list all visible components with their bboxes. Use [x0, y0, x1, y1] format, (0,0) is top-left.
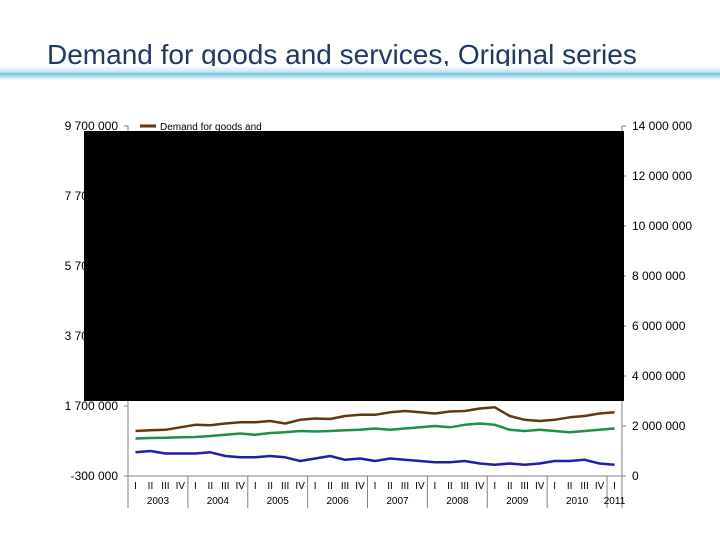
right-tick-label: 10 000 000	[632, 219, 692, 233]
series-line	[135, 406, 615, 433]
x-quarter-label: III	[341, 481, 349, 492]
x-year-label: 2009	[506, 496, 529, 507]
x-quarter-label: IV	[236, 481, 246, 492]
x-quarter-label: III	[580, 481, 588, 492]
x-year-label: 2010	[566, 496, 589, 507]
left-tick-label: 9 700 000	[65, 119, 119, 133]
x-quarter-label: I	[254, 481, 257, 492]
x-quarter-label: I	[134, 481, 137, 492]
x-quarter-label: III	[281, 481, 289, 492]
x-quarter-label: II	[507, 481, 513, 492]
x-quarter-label: II	[567, 481, 573, 492]
chart-occlusion	[84, 131, 624, 401]
left-tick-label: 1 700 000	[65, 399, 119, 413]
x-year-label: 2007	[386, 496, 409, 507]
x-quarter-label: III	[401, 481, 409, 492]
x-quarter-label: IV	[176, 481, 186, 492]
page-title: Demand for goods and services, Original …	[47, 39, 637, 70]
x-year-label: 2011	[604, 496, 626, 507]
left-tick-label: -300 000	[71, 469, 119, 483]
x-quarter-label: IV	[475, 481, 485, 492]
x-quarter-label: II	[267, 481, 273, 492]
x-quarter-label: II	[447, 481, 453, 492]
x-quarter-label: IV	[535, 481, 545, 492]
right-tick-label: 4 000 000	[632, 369, 686, 383]
right-tick-label: 0	[632, 469, 639, 483]
x-quarter-label: IV	[595, 481, 605, 492]
x-quarter-label: I	[613, 481, 616, 492]
x-quarter-label: II	[148, 481, 154, 492]
x-axis: I II III IV I II III IV I II III IV I II III IV I II III IV…	[127, 475, 626, 508]
x-quarter-label: IV	[295, 481, 305, 492]
x-quarter-label: III	[521, 481, 529, 492]
x-quarter-label: I	[493, 481, 496, 492]
legend: Demand for goods and	[140, 122, 262, 133]
x-quarter-label: III	[461, 481, 469, 492]
right-tick-label: 8 000 000	[632, 269, 686, 283]
x-year-label: 2003	[147, 496, 170, 507]
x-quarter-label: I	[194, 481, 197, 492]
x-year-label: 2005	[267, 496, 290, 507]
right-tick-label: 6 000 000	[632, 319, 686, 333]
right-tick-label: 14 000 000	[632, 119, 692, 133]
x-quarter-label: III	[221, 481, 229, 492]
x-year-label: 2004	[207, 496, 230, 507]
title-rule	[0, 66, 720, 80]
series-line	[135, 449, 615, 467]
x-quarter-label: IV	[355, 481, 365, 492]
right-axis: 0 2 000 000 4 000 000 6 000 000 8 000 000 10 …	[621, 119, 692, 483]
x-quarter-label: I	[553, 481, 556, 492]
x-quarter-label: I	[374, 481, 377, 492]
series-layer	[135, 406, 615, 467]
x-quarter-label: III	[161, 481, 169, 492]
legend-label: Demand for goods and	[160, 122, 262, 133]
x-quarter-label: I	[314, 481, 317, 492]
right-tick-label: 2 000 000	[632, 419, 686, 433]
x-quarter-label: IV	[415, 481, 425, 492]
x-quarter-label: II	[208, 481, 214, 492]
series-line	[135, 422, 615, 440]
x-year-label: 2006	[326, 496, 349, 507]
x-year-label: 2008	[446, 496, 469, 507]
right-tick-label: 12 000 000	[632, 169, 692, 183]
x-quarter-label: II	[387, 481, 393, 492]
x-quarter-label: I	[433, 481, 436, 492]
x-quarter-label: II	[327, 481, 333, 492]
